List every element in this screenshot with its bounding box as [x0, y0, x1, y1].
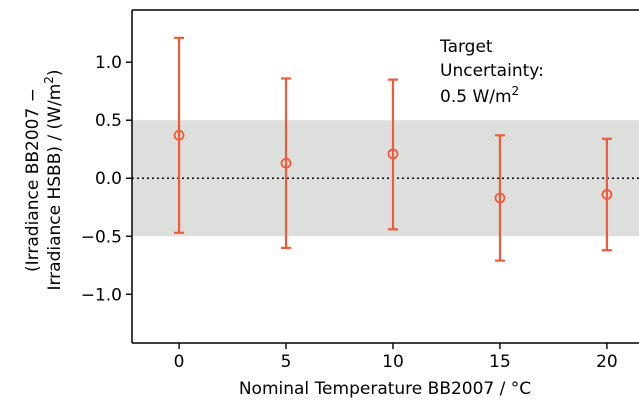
y-tick-label: −1.0: [81, 285, 122, 305]
x-axis-label: Nominal Temperature BB2007 / °C: [239, 379, 531, 399]
annotation-line2: Uncertainty:: [440, 61, 544, 81]
annotation-line1: Target: [439, 37, 493, 57]
y-axis-label-line2: Irradiance HSBB) / (W/m: [45, 84, 65, 291]
x-tick-label: 20: [596, 352, 618, 372]
target-uncertainty-band: [132, 120, 639, 237]
annotation-line3-text: 0.5 W/m: [440, 87, 512, 107]
annotation-line3-sup: 2: [512, 84, 520, 98]
x-tick-label: 10: [382, 352, 404, 372]
y-axis-label-2: Irradiance HSBB) / (W/m2): [42, 69, 65, 290]
x-tick-label: 15: [489, 352, 511, 372]
y-tick-label: 1.0: [95, 53, 122, 73]
x-tick-label: 5: [281, 352, 292, 372]
y-axis-label-line1: (Irradiance BB2007 −: [23, 88, 43, 272]
x-tick-label: 0: [174, 352, 185, 372]
y-axis-label-sup: 2: [42, 76, 56, 84]
y-tick-label: 0.5: [95, 111, 122, 131]
data-point: [387, 148, 399, 160]
annotation-line3: 0.5 W/m2: [440, 84, 519, 107]
data-point: [280, 157, 292, 169]
y-tick-label: 0.0: [95, 169, 122, 189]
data-point: [173, 129, 185, 141]
plot-area: 1.0 0.5 0.0 −0.5 −1.0 0 5 10 15 20: [81, 9, 639, 372]
y-axis-label-end: ): [45, 69, 65, 76]
y-tick-label: −0.5: [81, 227, 122, 247]
y-axis-label: (Irradiance BB2007 −: [23, 88, 43, 272]
data-point: [601, 189, 613, 200]
data-point: [494, 192, 506, 204]
